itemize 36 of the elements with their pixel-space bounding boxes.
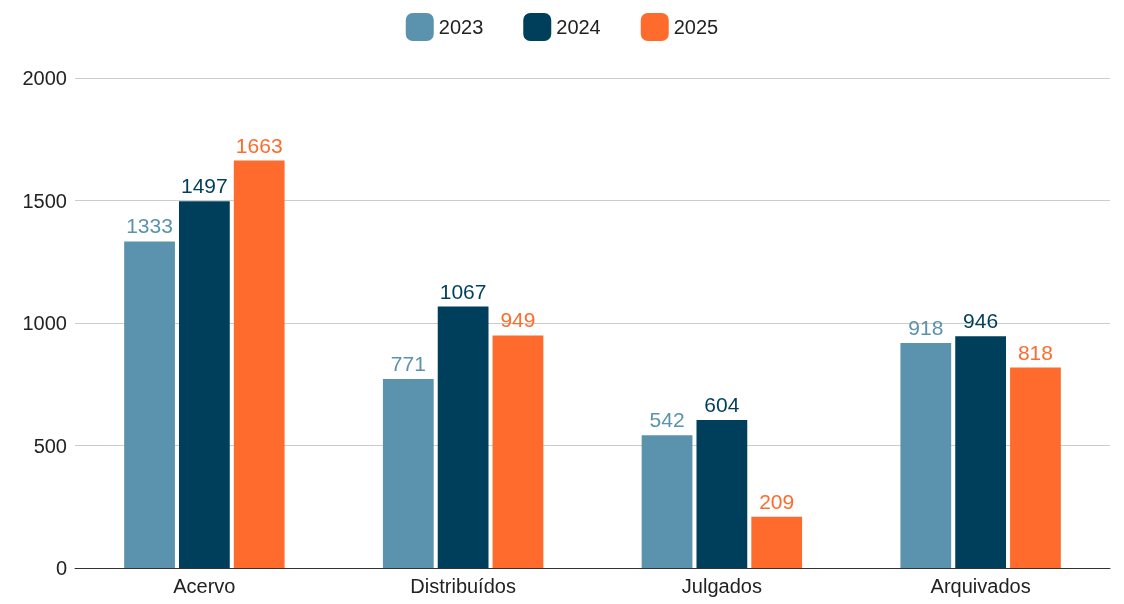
legend-label: 2024	[556, 16, 601, 38]
y-tick-label: 1000	[22, 312, 67, 334]
x-tick-label: Arquivados	[930, 575, 1031, 597]
data-label: 209	[759, 489, 795, 513]
bar	[233, 160, 285, 568]
bar	[696, 420, 748, 568]
bar	[178, 201, 230, 568]
data-label: 1663	[235, 133, 283, 157]
data-label: 818	[1017, 340, 1053, 364]
x-tick-label: Distribuídos	[410, 575, 516, 597]
data-label: 946	[963, 309, 999, 333]
y-tick-label: 2000	[22, 67, 67, 89]
legend-label: 2023	[438, 16, 484, 38]
data-label: 1497	[181, 174, 228, 198]
x-tick-label: Julgados	[681, 575, 762, 597]
data-label: 949	[500, 308, 536, 332]
data-label: 542	[649, 408, 685, 432]
y-tick-label: 1500	[22, 189, 67, 212]
bar	[955, 336, 1007, 568]
data-label: 771	[390, 352, 426, 376]
y-tick-label: 0	[55, 557, 67, 579]
legend-label: 2025	[673, 16, 719, 38]
data-label: 918	[908, 316, 944, 340]
bar	[1010, 367, 1061, 568]
data-label: 1333	[126, 214, 173, 238]
bar	[437, 306, 489, 568]
bar	[492, 335, 544, 568]
y-tick-label: 500	[33, 434, 67, 457]
bar	[382, 379, 434, 568]
x-tick-label: Acervo	[173, 575, 236, 597]
bar	[900, 343, 952, 568]
bar	[751, 516, 803, 568]
data-label: 1067	[439, 279, 487, 303]
data-label: 604	[704, 393, 740, 417]
bar	[641, 435, 693, 568]
bar	[124, 241, 175, 568]
